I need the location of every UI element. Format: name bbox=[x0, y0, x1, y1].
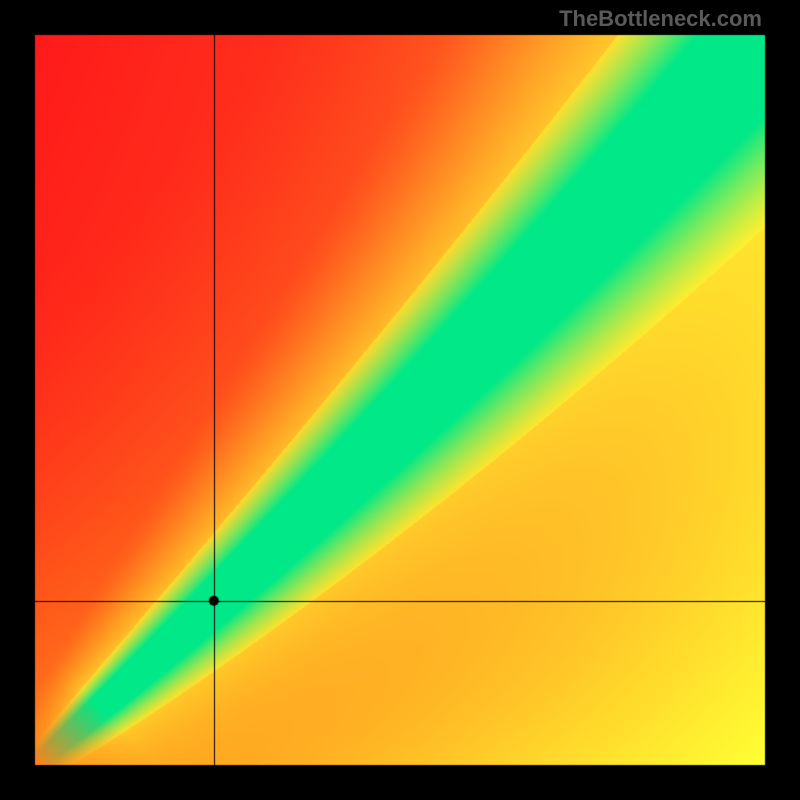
watermark-text: TheBottleneck.com bbox=[559, 6, 762, 32]
bottleneck-heatmap bbox=[0, 0, 800, 800]
chart-container: TheBottleneck.com bbox=[0, 0, 800, 800]
